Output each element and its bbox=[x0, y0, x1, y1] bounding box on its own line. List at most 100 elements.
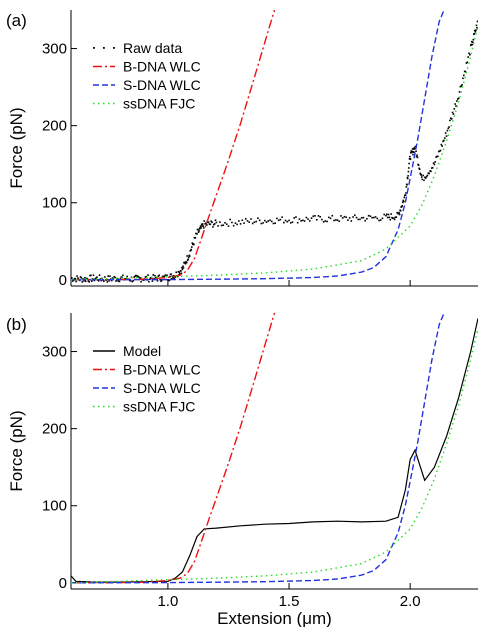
panel-label: (b) bbox=[6, 315, 27, 334]
data-point bbox=[196, 233, 198, 235]
legend-marker bbox=[113, 47, 115, 49]
data-point bbox=[434, 161, 437, 163]
data-point bbox=[427, 172, 430, 174]
data-point bbox=[476, 20, 478, 23]
data-point bbox=[398, 213, 401, 216]
data-point bbox=[179, 273, 181, 275]
data-point bbox=[94, 278, 97, 280]
data-point bbox=[193, 243, 195, 246]
data-point bbox=[468, 52, 470, 55]
data-point bbox=[315, 218, 318, 221]
data-point bbox=[400, 205, 403, 208]
data-point bbox=[406, 176, 409, 179]
data-point bbox=[465, 62, 468, 64]
data-point bbox=[203, 220, 206, 222]
data-point bbox=[96, 276, 98, 279]
data-point bbox=[84, 276, 86, 279]
data-point bbox=[347, 219, 349, 221]
data-point bbox=[145, 275, 148, 278]
data-point bbox=[169, 275, 171, 278]
plot-area bbox=[71, 313, 478, 584]
data-point bbox=[198, 230, 200, 232]
data-point bbox=[182, 265, 184, 268]
data-point bbox=[366, 217, 368, 220]
data-point bbox=[168, 279, 171, 282]
data-point bbox=[345, 216, 347, 219]
data-point bbox=[163, 275, 166, 278]
data-point bbox=[158, 274, 161, 277]
data-point bbox=[177, 270, 180, 273]
data-point bbox=[178, 271, 181, 274]
data-point bbox=[474, 30, 477, 33]
data-point bbox=[277, 219, 280, 222]
data-point bbox=[170, 278, 173, 280]
data-point bbox=[139, 277, 142, 279]
data-point bbox=[80, 277, 83, 279]
data-point bbox=[409, 155, 411, 158]
data-point bbox=[413, 146, 416, 149]
data-point bbox=[184, 261, 186, 264]
data-point bbox=[200, 223, 203, 226]
data-point bbox=[309, 220, 311, 222]
data-point bbox=[131, 280, 134, 283]
data-point bbox=[352, 216, 354, 218]
series-s-dna-wlc bbox=[71, 10, 445, 281]
data-point bbox=[430, 170, 432, 173]
data-point bbox=[98, 274, 101, 276]
data-point bbox=[174, 276, 176, 278]
data-point bbox=[110, 279, 113, 282]
data-point bbox=[448, 126, 450, 128]
legend-label: ssDNA FJC bbox=[123, 399, 195, 415]
data-point bbox=[437, 150, 440, 153]
data-point bbox=[458, 91, 461, 93]
data-point bbox=[161, 275, 164, 278]
data-point bbox=[227, 225, 230, 227]
data-point bbox=[305, 216, 308, 219]
data-point bbox=[289, 222, 292, 224]
data-point bbox=[360, 216, 363, 219]
data-point bbox=[90, 280, 93, 282]
data-point bbox=[281, 216, 283, 218]
data-point bbox=[140, 280, 142, 283]
data-point bbox=[162, 275, 165, 278]
data-point bbox=[219, 221, 221, 223]
data-point bbox=[324, 220, 327, 222]
data-point bbox=[385, 214, 387, 217]
data-point bbox=[97, 279, 100, 282]
y-tick-label: 0 bbox=[59, 575, 67, 592]
data-point bbox=[441, 145, 443, 147]
data-point bbox=[274, 222, 276, 224]
data-point bbox=[409, 158, 412, 161]
data-point bbox=[109, 275, 111, 278]
data-point bbox=[473, 32, 476, 35]
data-point bbox=[92, 274, 95, 277]
data-point bbox=[184, 262, 187, 265]
data-point bbox=[186, 259, 189, 262]
data-point bbox=[402, 200, 405, 203]
data-point bbox=[288, 219, 290, 222]
data-point bbox=[152, 274, 154, 276]
data-point bbox=[180, 272, 183, 275]
data-point bbox=[411, 148, 414, 150]
data-point bbox=[425, 175, 428, 178]
x-tick-label: 2.0 bbox=[400, 593, 421, 610]
data-point bbox=[244, 218, 247, 220]
data-point bbox=[232, 224, 235, 227]
data-point bbox=[418, 168, 421, 171]
data-point bbox=[253, 221, 256, 224]
data-point bbox=[81, 281, 84, 283]
data-point bbox=[191, 242, 194, 244]
data-point bbox=[388, 216, 391, 219]
data-point bbox=[107, 275, 110, 277]
y-tick-label: 300 bbox=[42, 344, 67, 361]
series-s-dna-wlc bbox=[71, 313, 445, 584]
y-tick-label: 100 bbox=[42, 195, 67, 212]
y-axis-title: Force (pN) bbox=[7, 107, 26, 188]
data-point bbox=[456, 100, 458, 102]
data-point bbox=[293, 217, 296, 219]
data-point bbox=[194, 236, 197, 239]
data-point bbox=[321, 218, 323, 221]
data-point bbox=[381, 217, 384, 220]
data-point bbox=[471, 43, 474, 46]
